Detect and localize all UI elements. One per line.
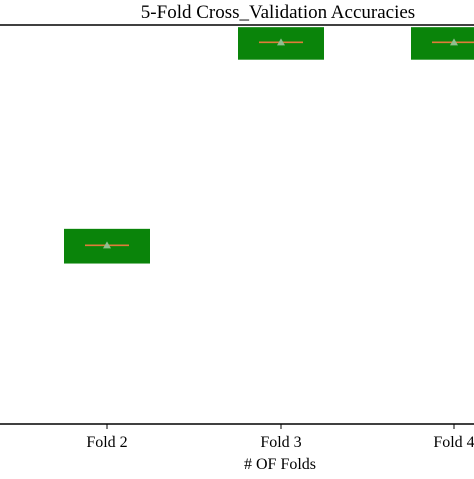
x-tick-label: Fold 4: [433, 434, 474, 451]
mean-marker: [103, 241, 111, 249]
x-axis-label: # OF Folds: [244, 456, 316, 473]
x-tick-label: Fold 2: [86, 434, 127, 451]
box-fold-3: [238, 27, 324, 60]
mean-marker: [277, 38, 285, 46]
x-tick-label: Fold 3: [260, 434, 301, 451]
box-iqr: [411, 27, 474, 60]
x-ticks-layer: Fold 2 Fold 3 Fold 4: [86, 424, 474, 451]
box-fold-2: [64, 228, 150, 264]
chart-title: 5-Fold Cross_Validation Accuracies: [141, 2, 415, 23]
boxes-layer: [64, 27, 474, 264]
mean-marker: [450, 38, 458, 46]
box-fold-4: [411, 27, 474, 60]
